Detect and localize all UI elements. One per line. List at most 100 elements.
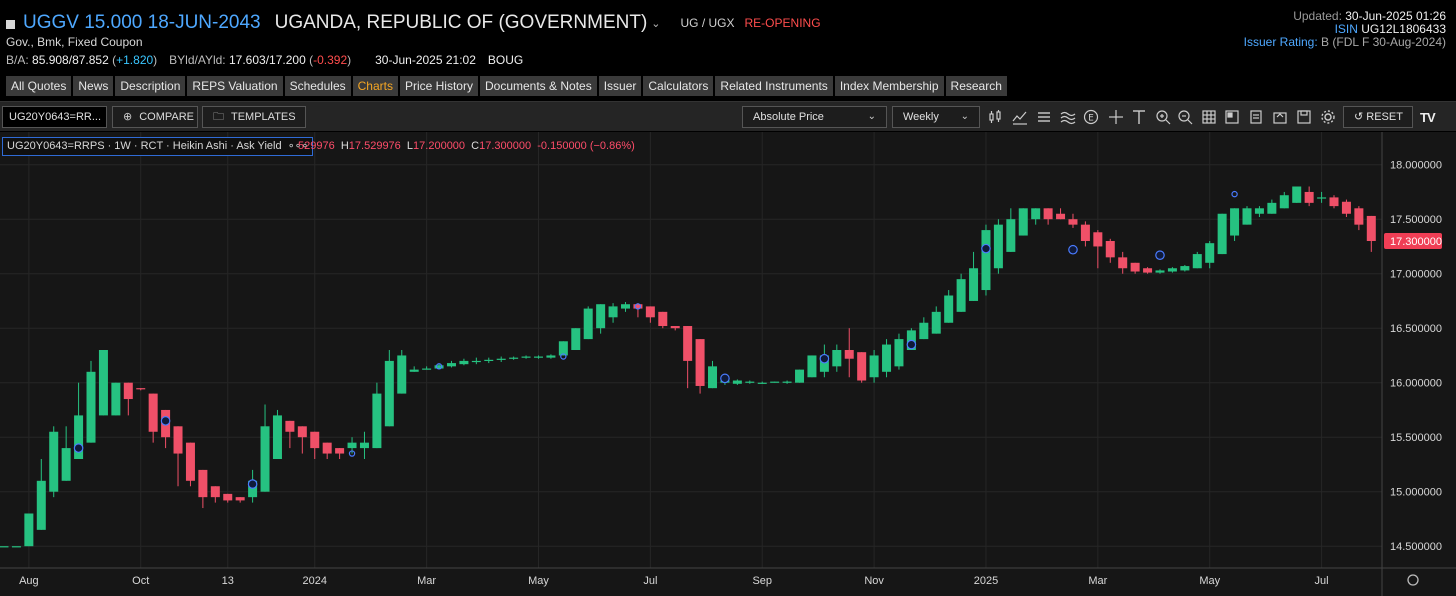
tab-charts[interactable]: Charts <box>352 76 398 96</box>
axis-settings-icon[interactable] <box>1407 574 1419 586</box>
lines-icon[interactable] <box>1036 109 1052 125</box>
candle <box>1130 262 1140 272</box>
candle <box>832 350 842 367</box>
candle <box>571 328 581 350</box>
candle <box>695 339 705 386</box>
candle <box>1080 224 1090 241</box>
tab-news[interactable]: News <box>73 76 114 96</box>
candle <box>1267 202 1277 214</box>
candle <box>1254 208 1264 214</box>
zoom-in-icon[interactable] <box>1155 109 1171 125</box>
tab-bar: All Quotes News Description REPS Valuation S… <box>6 76 1007 96</box>
chevron-down-icon: ⌄ <box>867 111 876 122</box>
crosshair-icon[interactable] <box>1108 109 1124 125</box>
reset-icon: ↺ <box>1354 111 1364 123</box>
candle <box>1068 219 1078 225</box>
candle <box>422 368 432 370</box>
indicators-icon[interactable] <box>1012 109 1028 125</box>
tab-index-membership[interactable]: Index Membership <box>834 76 944 96</box>
layout-icon[interactable] <box>1224 109 1240 125</box>
tab-issuer[interactable]: Issuer <box>598 76 642 96</box>
price-type-select[interactable]: Absolute Price ⌄ <box>742 106 887 128</box>
price-tick-label: 15.000000 <box>1390 487 1442 499</box>
tab-calculators[interactable]: Calculators <box>643 76 714 96</box>
instrument-square-icon <box>6 19 15 29</box>
candle <box>235 497 245 501</box>
candle <box>1366 215 1376 241</box>
candle <box>285 420 295 432</box>
export-icon[interactable] <box>1272 109 1288 125</box>
wave-icon[interactable] <box>1060 109 1076 125</box>
candle <box>621 304 630 309</box>
tradingview-logo: TV <box>1420 110 1436 125</box>
event-marker <box>1155 250 1165 260</box>
candle <box>1242 208 1252 225</box>
candle <box>894 339 904 367</box>
reset-label: RESET <box>1366 111 1403 123</box>
document-icon[interactable] <box>1248 109 1264 125</box>
tab-documents-notes[interactable]: Documents & Notes <box>479 76 597 96</box>
events-icon[interactable]: E <box>1083 109 1099 125</box>
candle <box>708 366 718 389</box>
event-marker <box>247 479 258 489</box>
time-tick-label: Oct <box>132 575 149 587</box>
candle <box>1006 219 1016 252</box>
chevron-down-icon[interactable]: ⌄ <box>651 17 661 30</box>
table-icon[interactable] <box>1201 109 1217 125</box>
save-icon[interactable] <box>1296 109 1312 125</box>
ric-input[interactable]: UG20Y0643=RR... <box>2 106 107 128</box>
text-tool-icon[interactable] <box>1131 109 1147 125</box>
event-marker <box>348 450 356 457</box>
candle <box>1317 197 1327 199</box>
compare-button[interactable]: ⊕ COMPARE <box>112 106 198 128</box>
rating-label: Issuer Rating: <box>1243 35 1318 49</box>
quote-row: B/A: 85.908/87.852 (+1.820) BYld/AYld: 1… <box>6 53 524 67</box>
bid-ask-change: +1.820 <box>116 53 154 67</box>
candle <box>1230 208 1240 236</box>
security-title[interactable]: UGGV 15.000 18-JUN-2043 <box>23 12 261 33</box>
tab-research[interactable]: Research <box>945 76 1007 96</box>
ohlc-high: 17.529976 <box>348 140 401 152</box>
currency-pair: UG / UGX <box>680 16 735 30</box>
tab-description[interactable]: Description <box>115 76 186 96</box>
tab-price-history[interactable]: Price History <box>399 76 478 96</box>
tab-schedules[interactable]: Schedules <box>284 76 351 96</box>
gear-icon[interactable] <box>1320 109 1336 125</box>
candle-type-icon[interactable] <box>987 109 1003 125</box>
tab-all-quotes[interactable]: All Quotes <box>6 76 72 96</box>
ohlc-close: 17.300000 <box>479 140 532 152</box>
candle <box>173 426 183 454</box>
candle <box>1056 213 1066 220</box>
templates-button[interactable]: 🗀 TEMPLATES <box>202 106 306 128</box>
candle <box>1304 191 1314 203</box>
reset-button[interactable]: ↺ RESET <box>1343 106 1413 128</box>
candle <box>1031 208 1041 220</box>
candle <box>86 371 96 443</box>
series-legend[interactable]: UG20Y0643=RRPS · 1W · RCT · Heikin Ashi … <box>2 137 314 156</box>
last-price-label: 17.300000 <box>1390 236 1442 248</box>
zoom-out-icon[interactable] <box>1177 109 1193 125</box>
interval-select[interactable]: Weekly ⌄ <box>892 106 980 128</box>
candle <box>297 426 307 438</box>
candle <box>1043 208 1053 220</box>
instrument-header: UGGV 15.000 18-JUN-2043 UGANDA, REPUBLIC… <box>0 0 1456 74</box>
event-marker <box>1231 190 1238 198</box>
chart-area[interactable]: 14.500000 15.000000 15.500000 16.000000 16.5… <box>0 132 1456 596</box>
issuer-name[interactable]: UGANDA, REPUBLIC OF (GOVERNMENT) <box>274 12 648 33</box>
candle <box>533 356 543 358</box>
tab-reps-valuation[interactable]: REPS Valuation <box>187 76 283 96</box>
candle <box>148 393 158 432</box>
candle <box>956 279 966 312</box>
more-options-icon[interactable]: ∘∘∘ <box>287 140 309 152</box>
candle <box>596 304 606 329</box>
price-tick-label: 16.500000 <box>1390 323 1442 335</box>
price-chart[interactable]: 14.500000 15.000000 15.500000 16.000000 16.5… <box>0 132 1456 596</box>
bid-ask-value: 85.908/87.852 <box>32 53 109 67</box>
candle <box>770 381 780 383</box>
candle <box>310 431 320 449</box>
ohlc-readout: 529976 H17.529976 L17.200000 C17.300000 … <box>298 140 635 152</box>
candle <box>372 393 382 449</box>
event-marker <box>160 416 171 426</box>
tab-related-instruments[interactable]: Related Instruments <box>715 76 833 96</box>
candle <box>1093 232 1103 247</box>
